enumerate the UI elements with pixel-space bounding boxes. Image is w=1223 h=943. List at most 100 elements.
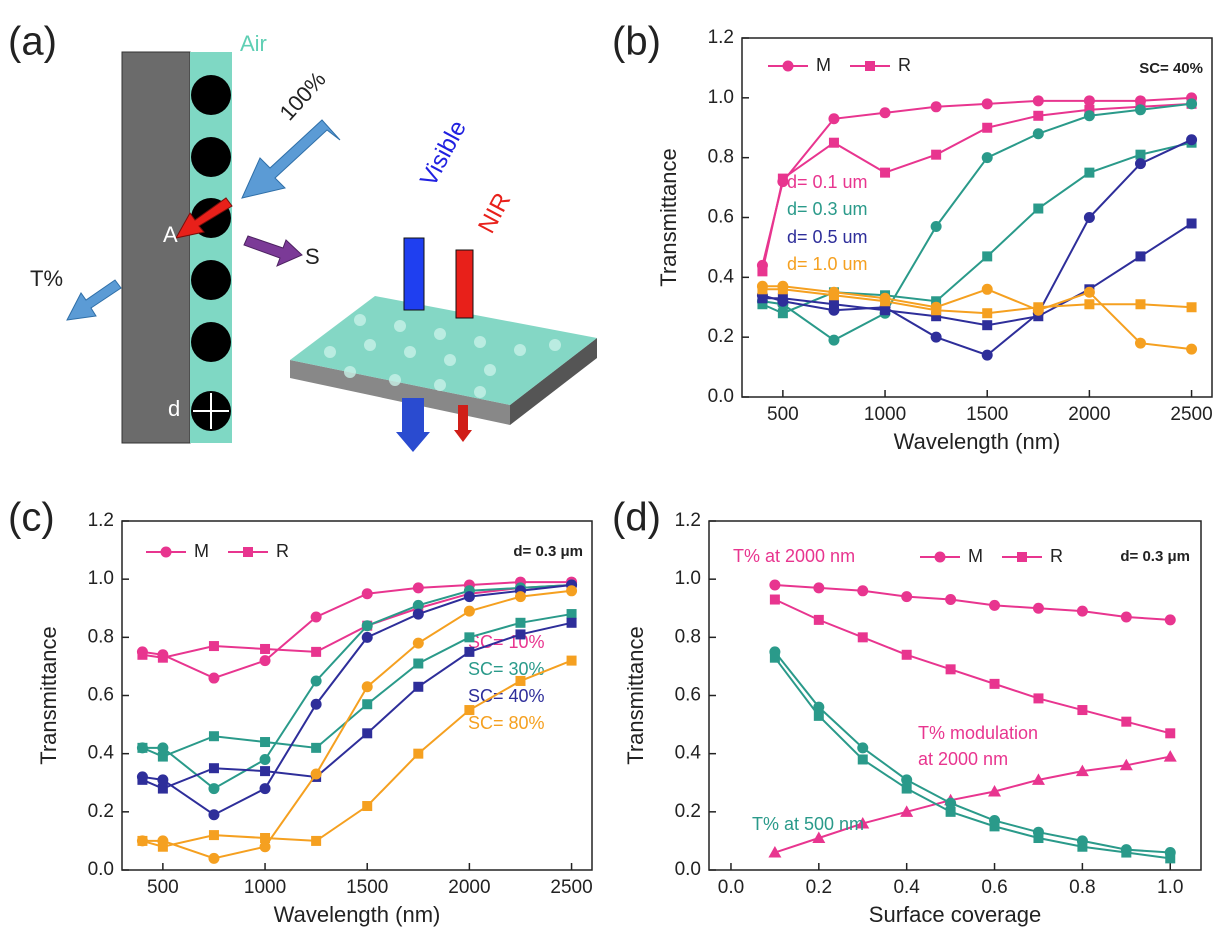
marker <box>311 743 321 753</box>
marker <box>829 299 839 309</box>
y-tick-label: 0.8 <box>708 147 734 168</box>
marker <box>1077 606 1088 617</box>
legend-marker <box>783 61 794 72</box>
marker <box>757 266 767 276</box>
marker <box>311 699 322 710</box>
marker <box>829 138 839 148</box>
series-line <box>142 661 571 847</box>
marker <box>946 664 956 674</box>
marker <box>362 699 372 709</box>
y-tick-label: 0.6 <box>708 207 734 228</box>
legend-label: R <box>898 55 911 75</box>
marker <box>567 656 577 666</box>
marker <box>1121 717 1131 727</box>
y-tick-label: 0.6 <box>88 685 114 706</box>
marker <box>413 659 423 669</box>
marker <box>778 308 788 318</box>
y-tick-label: 0.4 <box>675 743 702 764</box>
marker <box>880 305 890 315</box>
annotation: SC= 40% <box>1139 60 1203 77</box>
marker <box>464 632 474 642</box>
marker <box>880 168 890 178</box>
x-axis-label: Wavelength (nm) <box>274 902 441 927</box>
transmitted-arrow <box>67 280 121 320</box>
x-tick-label: 0.4 <box>893 877 920 898</box>
marker <box>982 284 993 295</box>
marker <box>1033 693 1043 703</box>
marker <box>769 579 780 590</box>
marker <box>902 650 912 660</box>
series-label: T% modulation <box>918 723 1038 743</box>
marker <box>931 101 942 112</box>
marker <box>1186 134 1197 145</box>
marker <box>813 582 824 593</box>
marker <box>260 766 270 776</box>
x-tick-label: 2500 <box>1170 404 1212 425</box>
marker <box>1033 95 1044 106</box>
y-tick-label: 0.2 <box>88 801 114 822</box>
legend-label: R <box>276 541 289 561</box>
x-axis-label: Wavelength (nm) <box>894 429 1061 454</box>
marker <box>829 290 839 300</box>
nir-label: NIR <box>473 189 516 238</box>
marker <box>770 653 780 663</box>
marker <box>1033 111 1043 121</box>
series-label: T% at 2000 nm <box>733 546 855 566</box>
y-tick-label: 0.0 <box>708 386 734 407</box>
absorbed-label: A <box>163 222 178 247</box>
marker <box>1135 104 1146 115</box>
marker <box>413 609 424 620</box>
marker <box>931 150 941 160</box>
marker <box>858 754 868 764</box>
substrate <box>122 52 190 443</box>
legend-marker <box>161 547 172 558</box>
figure: (a) Air 100% A S T% d Visible N <box>0 0 1223 943</box>
marker <box>137 836 147 846</box>
marker <box>931 221 942 232</box>
marker <box>209 731 219 741</box>
x-axis-label: Surface coverage <box>869 902 1041 927</box>
marker <box>857 585 868 596</box>
series-line <box>775 757 1170 853</box>
marker <box>1077 842 1087 852</box>
marker <box>567 618 577 628</box>
marker <box>982 123 992 133</box>
marker <box>209 763 219 773</box>
marker <box>158 784 168 794</box>
y-tick-label: 1.2 <box>708 27 734 48</box>
legend-marker <box>1017 552 1027 562</box>
marker <box>1033 833 1043 843</box>
series-line <box>775 600 1170 734</box>
marker <box>137 650 147 660</box>
marker <box>757 293 767 303</box>
marker <box>1084 287 1095 298</box>
series-label: T% at 500 nm <box>752 814 864 834</box>
marker <box>413 749 423 759</box>
marker <box>311 769 322 780</box>
marker <box>1033 128 1044 139</box>
legend-label: R <box>1050 546 1063 566</box>
legend-marker <box>243 547 253 557</box>
marker <box>566 585 577 596</box>
marker <box>464 591 475 602</box>
marker <box>901 591 912 602</box>
legend-marker <box>935 552 946 563</box>
marker <box>208 673 219 684</box>
x-tick-label: 1500 <box>966 404 1008 425</box>
y-axis-label: Transmittance <box>36 626 61 765</box>
marker <box>362 588 373 599</box>
marker <box>902 784 912 794</box>
marker <box>567 609 577 619</box>
marker <box>1077 705 1087 715</box>
marker <box>1165 728 1175 738</box>
marker <box>209 830 219 840</box>
diagram-a: (a) Air 100% A S T% d Visible N <box>8 20 597 452</box>
marker <box>1033 302 1043 312</box>
marker <box>137 743 147 753</box>
marker <box>362 681 373 692</box>
y-axis-label: Transmittance <box>623 626 648 765</box>
marker <box>1186 98 1197 109</box>
marker <box>413 582 424 593</box>
marker <box>828 335 839 346</box>
y-tick-label: 0.6 <box>675 685 701 706</box>
